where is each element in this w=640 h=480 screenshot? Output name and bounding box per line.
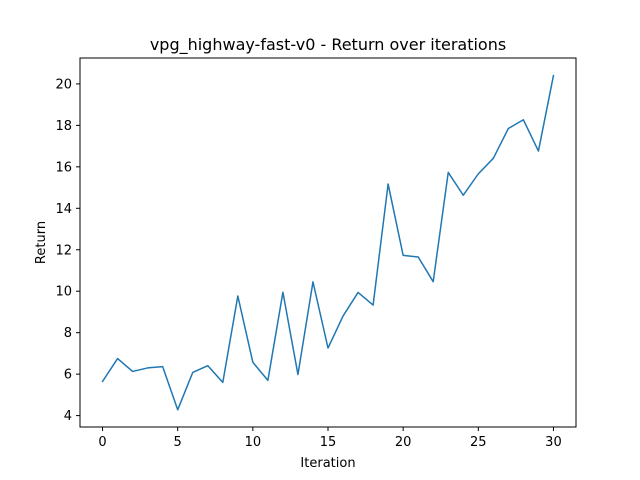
- x-tick-label: 5: [174, 435, 182, 450]
- x-tick-label: 0: [98, 435, 106, 450]
- y-tick-label: 6: [64, 368, 72, 383]
- y-tick-label: 10: [55, 285, 72, 300]
- series-line: [101, 74, 555, 411]
- plot-area: [101, 74, 555, 411]
- x-tick-label: 20: [395, 435, 412, 450]
- y-tick-label: 14: [55, 202, 72, 217]
- y-tick-label: 18: [55, 119, 72, 134]
- y-tick-label: 16: [55, 160, 72, 175]
- y-axis: 4 6 8 10 12 14 16 18 20: [55, 77, 80, 424]
- y-tick-label: 12: [55, 243, 72, 258]
- x-axis: 0 5 10 15 20 25 30: [98, 427, 562, 450]
- plot-frame: [79, 57, 577, 428]
- x-tick-label: 10: [245, 435, 262, 450]
- y-axis-label: Return: [34, 221, 49, 264]
- y-tick-label: 4: [64, 409, 72, 424]
- x-tick-label: 25: [470, 435, 487, 450]
- x-axis-label: Iteration: [300, 456, 355, 471]
- chart-title: vpg_highway-fast-v0 - Return over iterat…: [150, 35, 506, 55]
- x-tick-label: 30: [545, 435, 562, 450]
- y-tick-label: 8: [64, 326, 72, 341]
- y-tick-label: 20: [55, 77, 72, 92]
- x-tick-label: 15: [320, 435, 337, 450]
